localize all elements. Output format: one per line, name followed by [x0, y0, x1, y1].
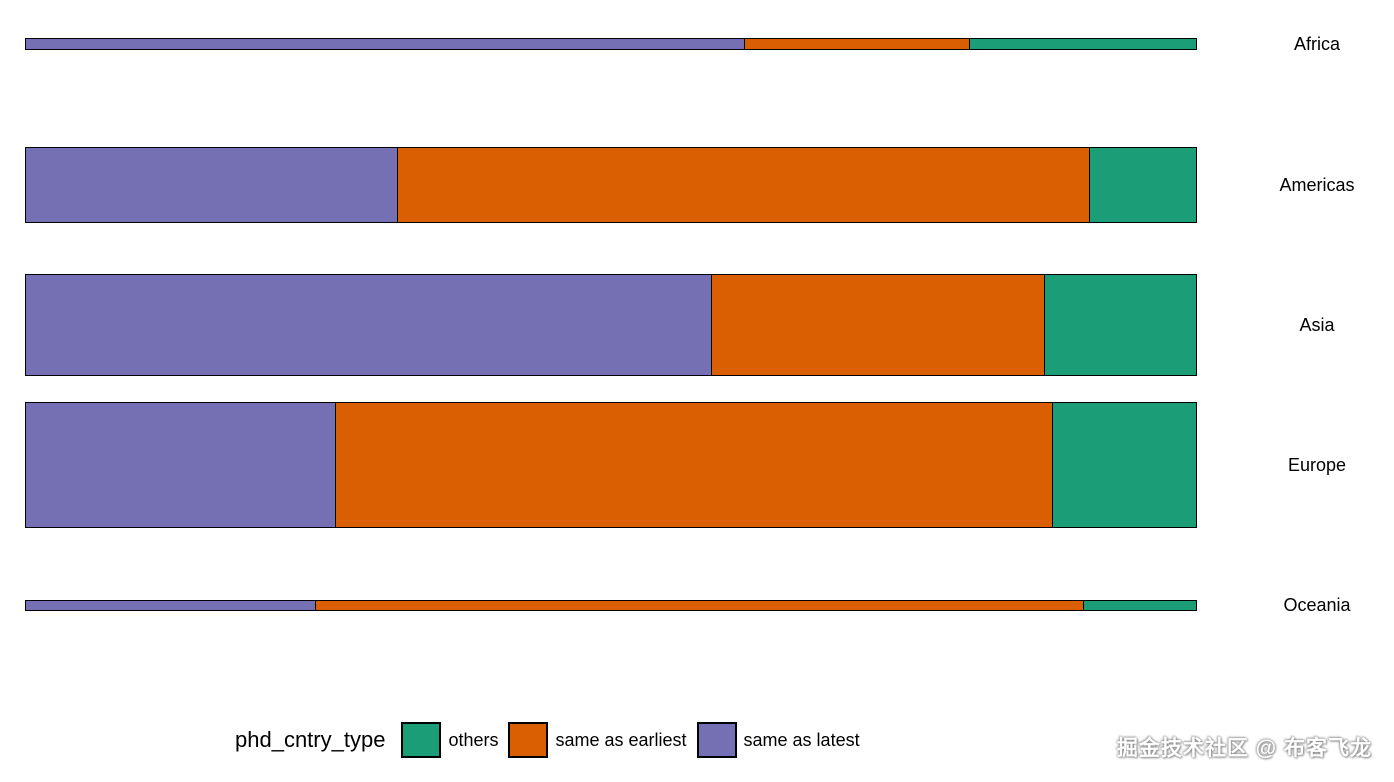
bar-segment-same-as-earliest: [335, 402, 1053, 528]
legend-item-same-as-earliest: same as earliest: [508, 722, 687, 758]
legend-swatch-icon: [401, 722, 442, 758]
bar-segment-same-as-earliest: [397, 147, 1091, 223]
bar-row-asia: [25, 274, 1197, 376]
bar-segment-same-as-latest: [25, 274, 712, 376]
legend-swatch-icon: [696, 722, 737, 758]
bar-row-oceania: [25, 599, 1197, 611]
bar-segment-same-as-latest: [25, 147, 398, 223]
legend-label: same as latest: [743, 729, 860, 750]
bar-segment-others: [1052, 402, 1197, 528]
category-label-asia: Asia: [1299, 315, 1335, 335]
bar-row-europe: [25, 402, 1197, 528]
bar-segment-same-as-latest: [25, 402, 336, 528]
bar-row-africa: [25, 38, 1197, 50]
category-label-americas: Americas: [1279, 175, 1355, 195]
legend-label: same as earliest: [555, 729, 687, 750]
legend-item-same-as-latest: same as latest: [696, 722, 860, 758]
bar-segment-others: [969, 38, 1197, 50]
category-label-europe: Europe: [1287, 455, 1347, 475]
category-label-oceania: Oceania: [1283, 595, 1351, 615]
legend-item-others: others: [401, 722, 498, 758]
legend-swatch-icon: [508, 722, 549, 758]
bar-segment-same-as-latest: [25, 38, 745, 50]
legend-title: phd_cntry_type: [235, 727, 386, 752]
bar-segment-same-as-latest: [25, 599, 316, 611]
bar-segment-same-as-earliest: [711, 274, 1045, 376]
plot-area: [25, 0, 1197, 660]
bar-segment-same-as-earliest: [744, 38, 970, 50]
bar-row-americas: [25, 147, 1197, 223]
bar-segment-others: [1090, 147, 1197, 223]
bar-segment-others: [1084, 599, 1197, 611]
legend-entries: others same as earliest same as latest: [401, 722, 860, 758]
bar-segment-same-as-earliest: [315, 599, 1085, 611]
legend-label: others: [448, 729, 499, 750]
category-labels: Africa Americas Asia Europe Oceania: [1237, 0, 1394, 660]
bar-segment-others: [1044, 274, 1197, 376]
category-label-africa: Africa: [1293, 34, 1340, 54]
watermark: 掘金技术社区 @ 布客飞龙: [1116, 737, 1372, 760]
legend: phd_cntry_type others same as earliest sam…: [235, 716, 860, 764]
